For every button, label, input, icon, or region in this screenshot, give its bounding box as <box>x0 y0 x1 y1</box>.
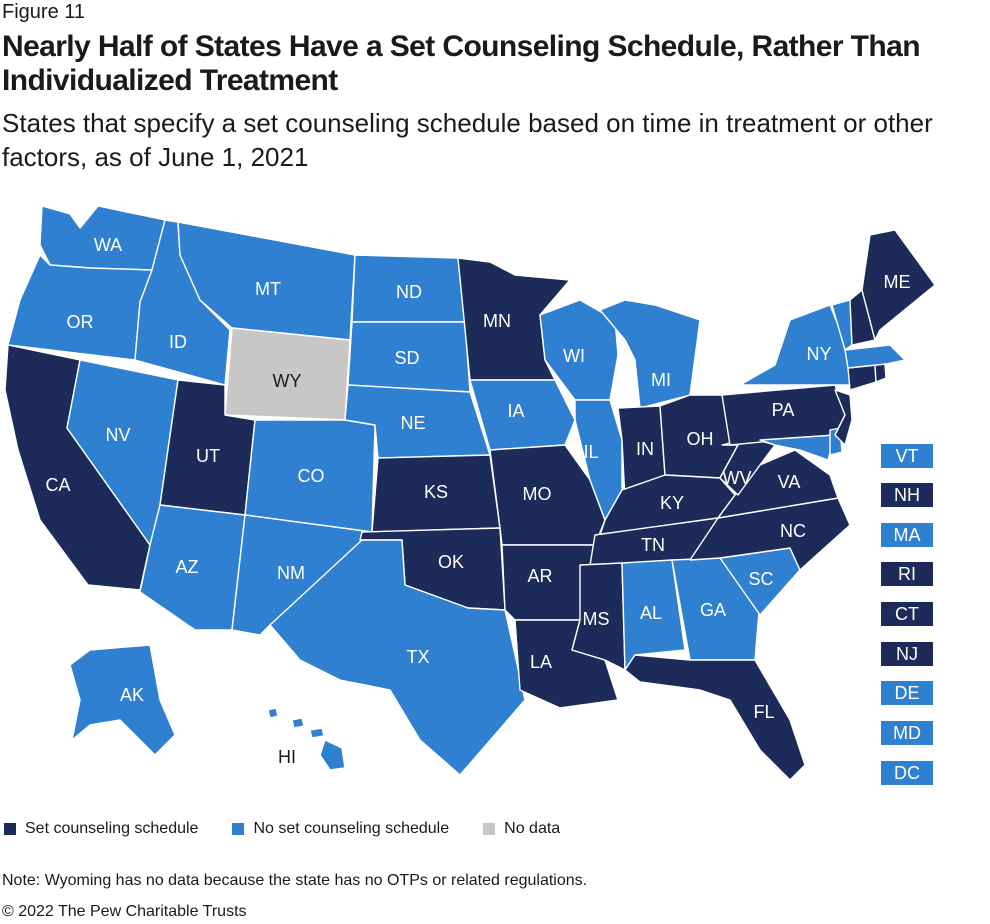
label-GA: GA <box>700 600 726 620</box>
state-shapes <box>4 205 936 781</box>
label-WY: WY <box>273 371 302 391</box>
label-CO: CO <box>298 466 325 486</box>
label-NY: NY <box>806 344 831 364</box>
label-SD: SD <box>394 348 419 368</box>
state-labels: WA OR CA ID NV MT WY UT CO AZ NM ND SD N… <box>45 235 910 767</box>
label-PA: PA <box>772 400 795 420</box>
label-WA: WA <box>94 235 122 255</box>
state-NJ <box>834 389 853 446</box>
label-HI: HI <box>278 747 296 767</box>
label-IA: IA <box>507 401 524 421</box>
state-HI-island <box>267 707 279 719</box>
legend-item-set: Set counseling schedule <box>4 820 198 838</box>
label-NM: NM <box>277 563 305 583</box>
label-AR: AR <box>527 566 552 586</box>
label-TN: TN <box>641 535 665 555</box>
legend-label-noset: No set counseling schedule <box>253 820 450 837</box>
swatch-NH <box>881 483 933 507</box>
state-WI <box>539 299 619 401</box>
legend-item-noset: No set counseling schedule <box>232 820 449 838</box>
box-label-DE: DE <box>894 683 919 703</box>
label-WI: WI <box>563 346 585 366</box>
box-label-NH: NH <box>894 485 920 505</box>
state-FL <box>624 654 806 781</box>
swatch-CT <box>881 602 933 626</box>
legend-label-set: Set counseling schedule <box>25 820 199 837</box>
state-HI-island <box>309 727 325 739</box>
label-WV: WV <box>723 468 752 488</box>
label-MI: MI <box>651 370 671 390</box>
figure-label: Figure 11 <box>2 1 86 23</box>
swatch-DC <box>881 761 933 785</box>
state-AL <box>621 559 686 671</box>
label-OH: OH <box>687 429 714 449</box>
box-label-DC: DC <box>894 763 920 783</box>
label-FL: FL <box>753 702 774 722</box>
box-label-VT: VT <box>895 446 918 466</box>
label-MO: MO <box>523 484 552 504</box>
label-SC: SC <box>748 569 773 589</box>
state-MA <box>844 344 906 369</box>
label-ME: ME <box>884 272 911 292</box>
label-NE: NE <box>400 413 425 433</box>
label-AZ: AZ <box>175 557 198 577</box>
label-VA: VA <box>778 472 801 492</box>
label-MT: MT <box>255 279 281 299</box>
label-AL: AL <box>640 603 662 623</box>
state-MO <box>489 444 606 546</box>
label-NV: NV <box>105 425 130 445</box>
label-KY: KY <box>660 493 684 513</box>
chart-subtitle: States that specify a set counseling sch… <box>2 108 933 172</box>
state-OR <box>7 254 153 361</box>
label-MS: MS <box>583 609 610 629</box>
swatch-VT <box>881 444 933 468</box>
label-OK: OK <box>438 552 464 572</box>
swatch-RI <box>881 562 933 586</box>
state-AK <box>69 644 176 756</box>
state-CO <box>244 419 376 533</box>
label-ND: ND <box>396 282 422 302</box>
swatch-MD <box>881 721 933 745</box>
label-ID: ID <box>169 332 187 352</box>
label-TX: TX <box>406 647 429 667</box>
legend-item-nodata: No data <box>483 820 560 838</box>
label-KS: KS <box>424 482 448 502</box>
small-state-legend: VT NH MA RI CT NJ DE MD DC <box>881 444 933 785</box>
label-IN: IN <box>636 439 654 459</box>
label-NC: NC <box>780 521 806 541</box>
state-MD <box>759 434 836 461</box>
label-IL: IL <box>583 442 598 462</box>
state-HI <box>319 739 346 771</box>
state-NY <box>739 304 851 386</box>
label-LA: LA <box>530 652 552 672</box>
us-state-map: WA OR CA ID NV MT WY UT CO AZ NM ND SD N… <box>4 205 936 785</box>
label-MN: MN <box>483 311 511 331</box>
label-UT: UT <box>196 446 220 466</box>
box-label-MA: MA <box>894 525 921 545</box>
label-AK: AK <box>120 685 144 705</box>
box-label-RI: RI <box>898 564 916 584</box>
copyright: © 2022 The Pew Charitable Trusts <box>2 903 247 920</box>
state-CT <box>847 364 877 391</box>
legend-swatch-noset <box>232 823 245 835</box>
swatch-NJ <box>881 642 933 666</box>
footnote: Note: Wyoming has no data because the st… <box>2 872 588 889</box>
map-legend: Set counseling schedule No set counselin… <box>4 820 594 838</box>
state-ME <box>861 229 936 341</box>
state-TX <box>269 539 526 776</box>
chart-title: Nearly Half of States Have a Set Counsel… <box>2 30 921 97</box>
state-RI <box>874 363 887 383</box>
box-label-NJ: NJ <box>896 644 918 664</box>
state-IA <box>469 379 576 451</box>
state-HI-island <box>291 717 305 729</box>
legend-label-nodata: No data <box>504 820 561 837</box>
box-label-CT: CT <box>895 604 919 624</box>
label-CA: CA <box>45 475 70 495</box>
swatch-MA <box>881 523 933 547</box>
legend-swatch-set <box>4 823 16 835</box>
legend-swatch-nodata <box>483 823 496 835</box>
box-label-MD: MD <box>893 723 921 743</box>
swatch-DE <box>881 681 933 705</box>
label-OR: OR <box>67 312 94 332</box>
